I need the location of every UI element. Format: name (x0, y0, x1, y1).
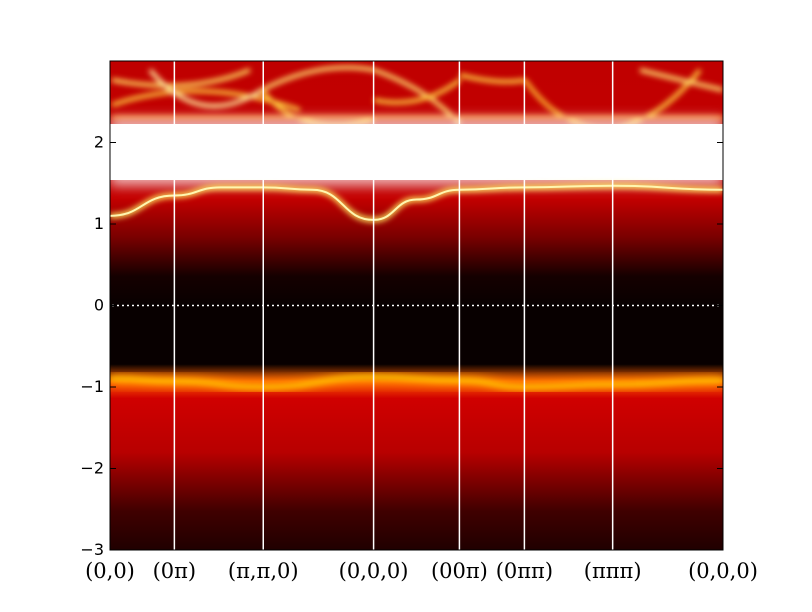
y-tick-label: 2 (94, 133, 104, 152)
x-tick-label: (0,0) (85, 559, 135, 583)
x-tick-label: (0,0,0) (688, 559, 758, 583)
y-tick-label: −1 (80, 377, 104, 396)
y-tick-label: 0 (94, 296, 104, 315)
x-tick-label: (πππ) (584, 559, 642, 583)
y-axis: −3 −2 −1 0 1 2 (80, 133, 723, 559)
x-tick-label: (π,π,0) (228, 559, 299, 583)
x-tick-label: (00π) (431, 559, 488, 583)
y-tick-label: −3 (80, 540, 104, 559)
x-tick-label: (0,0,0) (339, 559, 409, 583)
plot-area (110, 61, 723, 550)
y-tick-label: −2 (80, 459, 104, 478)
x-tick-label: (0π) (153, 559, 197, 583)
k-point-separators (173, 61, 614, 550)
saturated-glow (110, 118, 723, 186)
x-tick-label: (0ππ) (496, 559, 553, 583)
y-tick-label: 1 (94, 214, 104, 233)
x-axis: (0,0) (0π) (π,π,0) (0,0,0) (00π) (0ππ) (πππ) (0… (85, 559, 758, 583)
